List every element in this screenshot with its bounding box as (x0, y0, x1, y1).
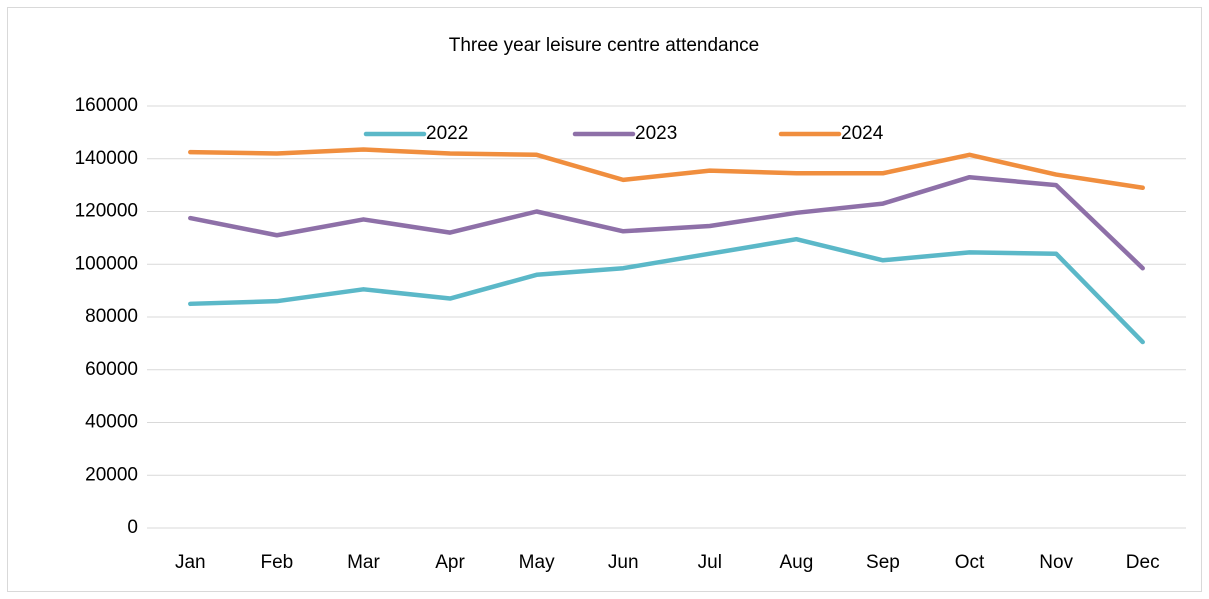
legend-label: 2024 (841, 123, 884, 144)
x-tick-label: Feb (261, 552, 294, 573)
x-tick-label: Oct (955, 552, 985, 573)
series-line (188, 147, 1145, 191)
legend-label: 2022 (426, 123, 468, 144)
y-tick-label: 140000 (75, 148, 138, 169)
x-tick-label: Jun (608, 552, 639, 573)
y-tick-label: 160000 (75, 95, 138, 116)
chart-border (7, 7, 1202, 592)
x-tick-label: Jul (698, 552, 722, 573)
x-tick-label: Dec (1126, 552, 1160, 573)
legend-label: 2023 (635, 123, 677, 144)
x-tick-label: Sep (866, 552, 900, 573)
y-tick-label: 120000 (75, 201, 138, 222)
x-tick-label: Apr (435, 552, 465, 573)
y-tick-label: 60000 (85, 359, 138, 380)
x-tick-label: Jan (175, 552, 206, 573)
x-tick-label: Mar (347, 552, 380, 573)
x-tick-label: Nov (1039, 552, 1073, 573)
series-line (188, 236, 1145, 345)
y-tick-label: 40000 (85, 412, 138, 433)
y-tick-label: 20000 (85, 464, 138, 485)
y-tick-label: 100000 (75, 253, 138, 274)
series-line (188, 174, 1145, 271)
y-tick-label: 0 (127, 517, 138, 538)
x-tick-label: Aug (779, 552, 813, 573)
x-tick-label: May (519, 552, 555, 573)
y-tick-label: 80000 (85, 306, 138, 327)
chart-title: Three year leisure centre attendance (449, 35, 760, 56)
